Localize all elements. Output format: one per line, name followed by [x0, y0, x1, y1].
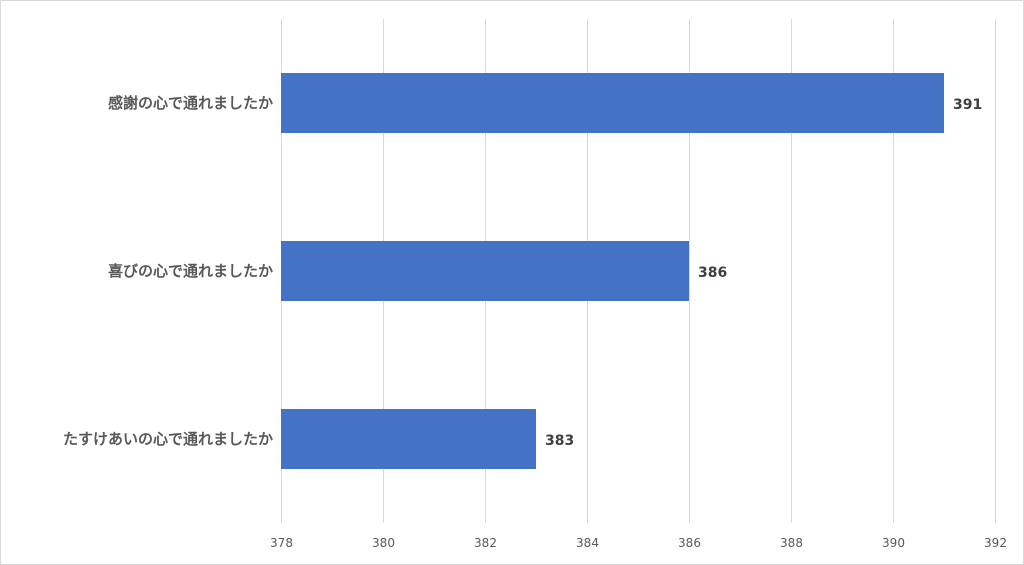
category-label: たすけあいの心で通れましたか — [63, 430, 273, 448]
x-tick-label: 386 — [678, 536, 701, 550]
bar — [281, 409, 536, 469]
category-label: 喜びの心で通れましたか — [108, 262, 273, 280]
data-labels: 391 386 383 — [545, 97, 982, 449]
x-tick-label: 378 — [270, 536, 293, 550]
bar — [281, 73, 944, 133]
category-label: 感謝の心で通れましたか — [108, 94, 273, 112]
data-label: 386 — [698, 265, 727, 281]
x-tick-label: 384 — [576, 536, 599, 550]
x-tick-label: 392 — [984, 536, 1007, 550]
x-tick-label: 380 — [372, 536, 395, 550]
data-label: 391 — [953, 97, 982, 113]
x-tick-label: 388 — [780, 536, 803, 550]
x-tick-label: 382 — [474, 536, 497, 550]
x-tick-label: 390 — [882, 536, 905, 550]
bar — [281, 241, 689, 301]
data-label: 383 — [545, 433, 574, 449]
x-tick-labels: 378 380 382 384 386 388 390 392 — [270, 536, 1007, 550]
bars — [281, 73, 944, 469]
